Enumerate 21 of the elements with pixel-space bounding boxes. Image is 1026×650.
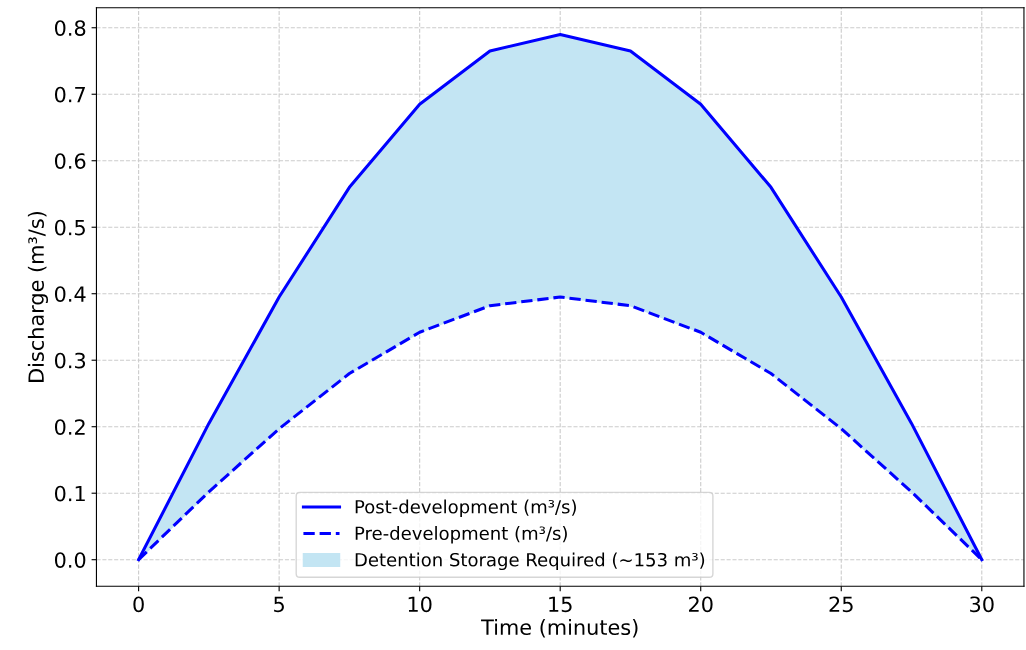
y-axis-title: Discharge (m³/s): [27, 211, 49, 382]
y-tick-label: 0.8: [54, 20, 86, 36]
legend-label: Detention Storage Required (~153 m³): [355, 552, 705, 571]
x-tick-label: 15: [549, 596, 572, 613]
y-tick-label: 0.3: [54, 352, 86, 369]
x-tick-label: 10: [408, 596, 432, 613]
x-tick-label: 30: [970, 596, 994, 613]
y-tick-label: 0.2: [54, 419, 85, 435]
legend-label: Post-development (m³/s): [355, 499, 576, 518]
y-tick-label: 0.4: [54, 286, 86, 302]
legend-label: Pre-development (m³/s): [355, 526, 567, 544]
x-axis-title: Time (minutes): [481, 618, 638, 638]
x-tick-label: 0: [133, 596, 144, 613]
y-tick-label: 0.0: [54, 552, 86, 568]
y-tick-label: 0.5: [54, 219, 85, 236]
x-tick-label: 25: [829, 596, 853, 613]
y-tick-label: 0.1: [54, 485, 85, 502]
y-tick-label: 0.7: [54, 86, 85, 103]
y-tick-label: 0.6: [54, 153, 86, 169]
x-tick-label: 5: [274, 596, 284, 613]
x-tick-label: 20: [689, 596, 713, 613]
